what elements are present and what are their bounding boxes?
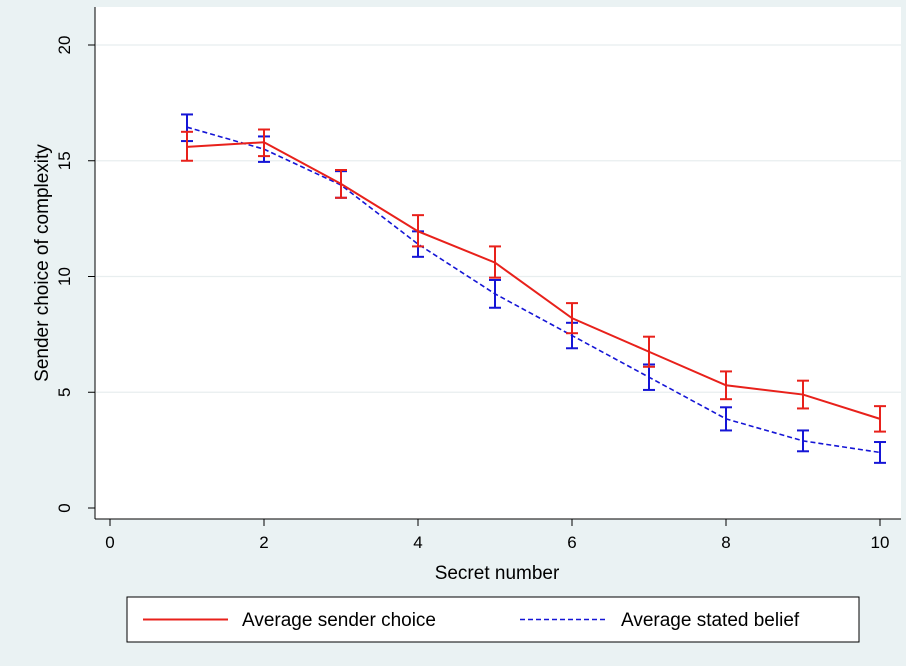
error-bar <box>335 169 347 199</box>
error-bar <box>797 429 809 453</box>
error-bar <box>566 302 578 335</box>
x-tick-label: 0 <box>105 533 114 552</box>
y-tick-label: 10 <box>55 267 74 286</box>
x-tick-label: 4 <box>413 533 422 552</box>
y-tick-label: 20 <box>55 36 74 55</box>
error-bar <box>874 441 886 464</box>
error-bar <box>643 335 655 368</box>
error-bar <box>874 405 886 433</box>
error-bar <box>412 214 424 248</box>
series-0 <box>181 128 886 433</box>
error-bar <box>797 379 809 410</box>
x-axis-label: Secret number <box>435 563 560 584</box>
series-line <box>186 141 881 420</box>
y-tick-label: 15 <box>55 151 74 170</box>
error-bar <box>181 130 193 162</box>
axis-ticks: 0 5 10 15 20 0 2 4 6 8 10 <box>55 36 889 552</box>
legend-label-sender: Average sender choice <box>242 610 436 631</box>
gridlines <box>96 44 901 393</box>
x-tick-label: 10 <box>871 533 890 552</box>
x-tick-label: 2 <box>259 533 268 552</box>
error-bar <box>489 245 501 279</box>
x-tick-label: 6 <box>567 533 576 552</box>
legend-label-belief: Average stated belief <box>621 610 800 631</box>
series-line <box>186 126 881 454</box>
x-tick-label: 8 <box>721 533 730 552</box>
error-bar <box>720 370 732 401</box>
y-tick-label: 5 <box>55 388 74 397</box>
legend: Average sender choice Average stated bel… <box>126 596 860 643</box>
error-bar <box>489 278 501 309</box>
plot-area <box>95 7 901 519</box>
y-tick-label: 0 <box>55 503 74 512</box>
series-layer <box>181 113 886 464</box>
legend-box <box>126 596 860 643</box>
error-bar <box>258 128 270 158</box>
y-axis-label: Sender choice of complexity <box>32 144 53 382</box>
error-bar <box>720 406 732 432</box>
